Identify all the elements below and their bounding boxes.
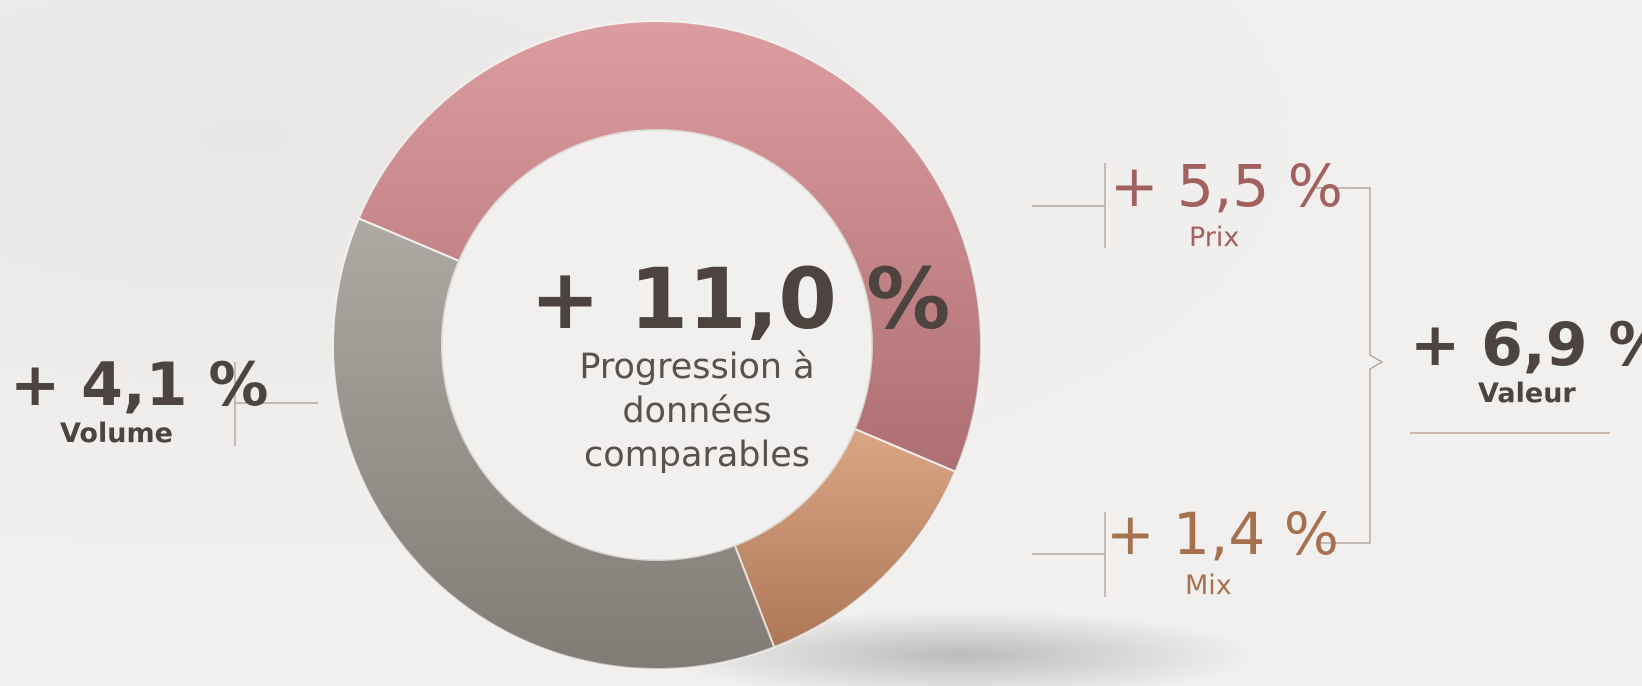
slice-shading: [332, 218, 775, 669]
donut-hole: [441, 129, 873, 561]
slice-shading: [734, 429, 956, 648]
connectors: [234, 163, 1384, 597]
center-text: Progression à données comparables: [579, 347, 815, 475]
group-text: Valeur: [1478, 378, 1576, 409]
category-label: Mix: [1185, 570, 1232, 601]
group-label: + 6,9 %*: [1410, 310, 1642, 380]
center-label: + 11,0 %: [530, 250, 951, 348]
category-label: Prix: [1189, 222, 1240, 253]
slice-shading: [358, 21, 981, 472]
value-label: + 1,4 %: [1106, 500, 1339, 568]
bracket: [1316, 187, 1384, 544]
category-label: Volume: [60, 418, 173, 449]
value-label: + 4,1 %: [10, 350, 269, 420]
value-label: + 5,5 %: [1110, 152, 1343, 220]
